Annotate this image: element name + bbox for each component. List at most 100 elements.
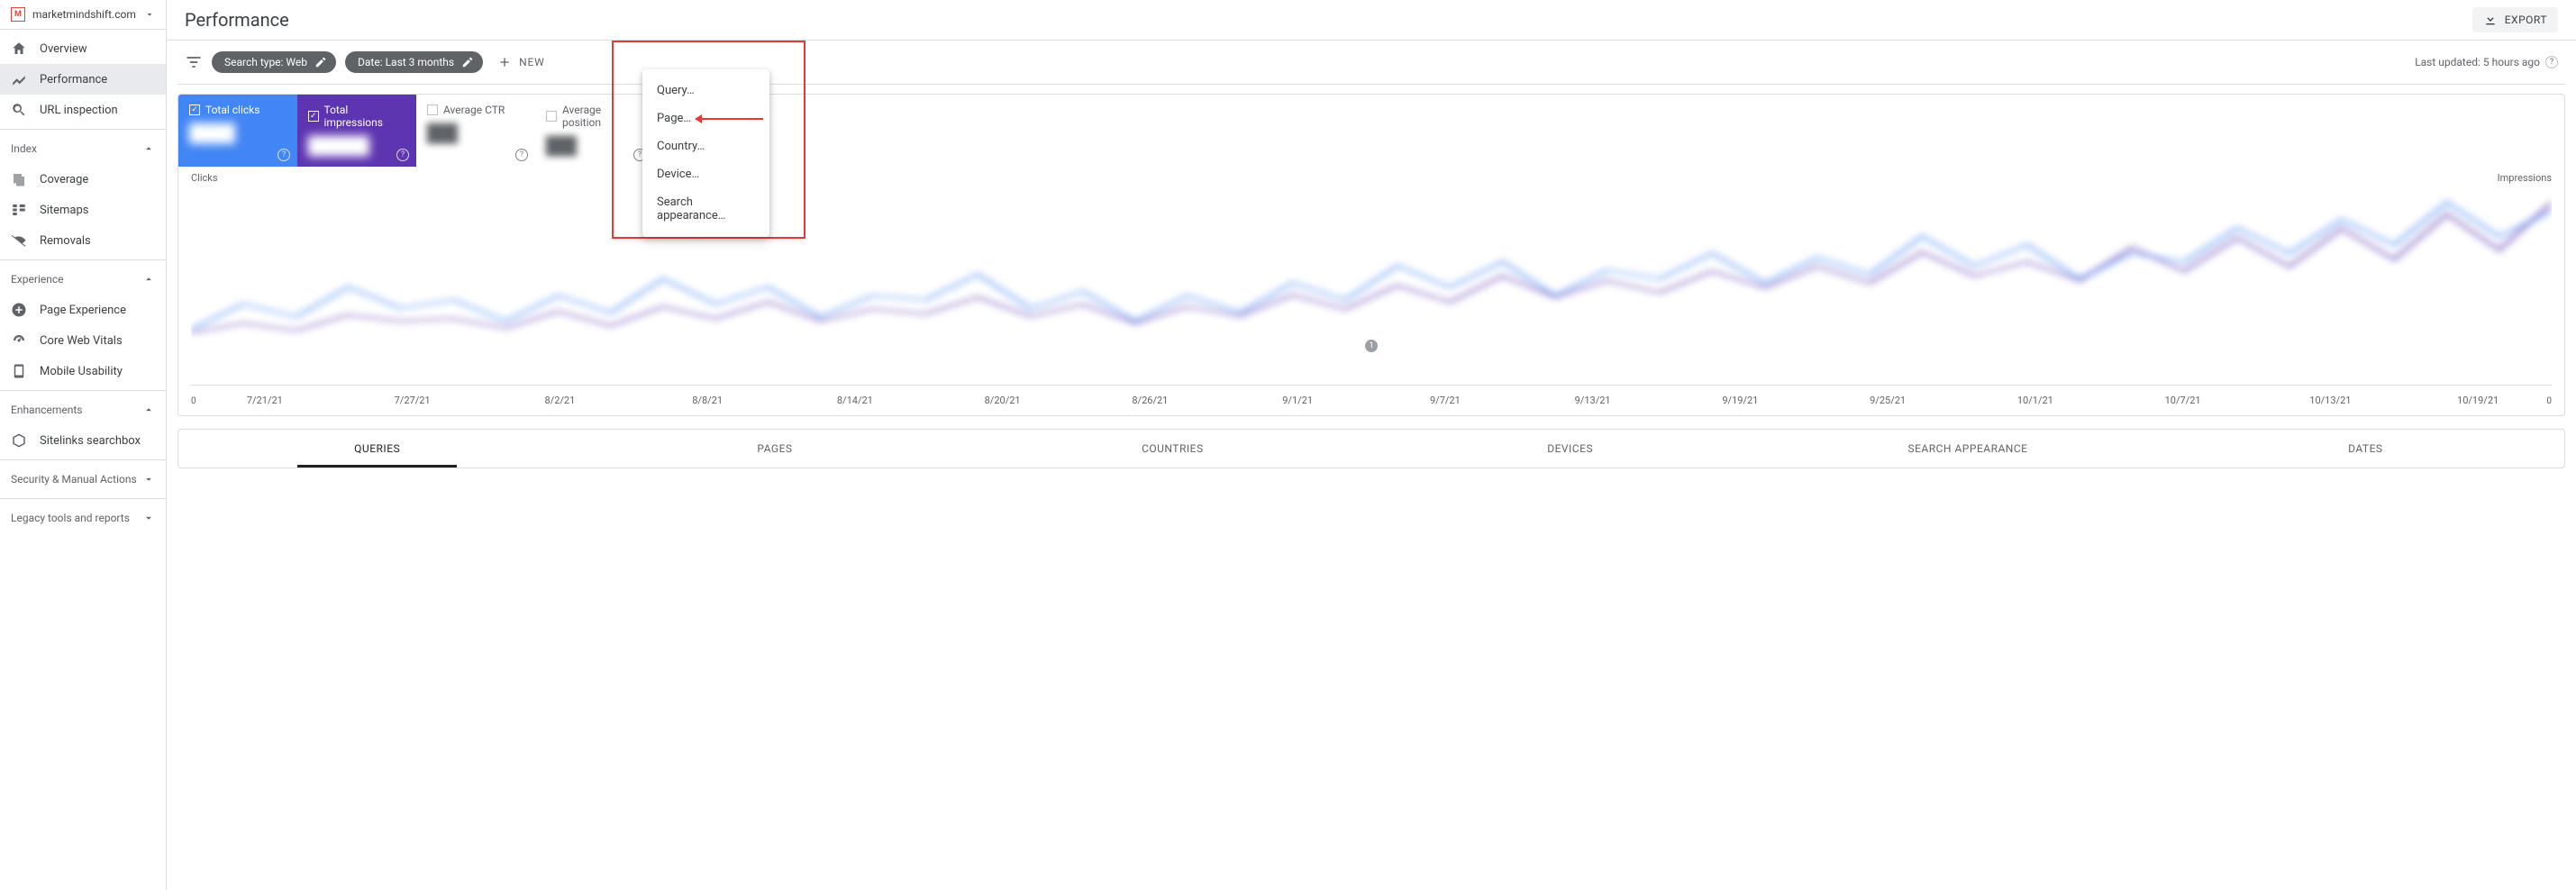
- pencil-icon: [461, 56, 474, 68]
- sidebar-item-label: Overview: [40, 42, 87, 56]
- x-axis: 7/21/217/27/218/2/218/8/218/14/218/20/21…: [191, 395, 2552, 406]
- tab-devices[interactable]: DEVICES: [1371, 430, 1769, 468]
- sidebar-item-core-web-vitals[interactable]: Core Web Vitals: [0, 325, 166, 356]
- gauge-icon: [11, 332, 27, 349]
- mobile-icon: [11, 363, 27, 379]
- sidebar: M marketmindshift.com Overview Performan…: [0, 0, 167, 890]
- sidebar-item-overview[interactable]: Overview: [0, 33, 166, 64]
- pencil-icon: [314, 56, 327, 68]
- sidebar-item-removals[interactable]: Removals: [0, 225, 166, 256]
- metric-card-position[interactable]: Average position ▇▇ ?: [535, 95, 654, 167]
- sidebar-item-label: Mobile Usability: [40, 365, 123, 378]
- x-tick-label: 8/20/21: [929, 395, 1077, 406]
- sidebar-item-label: Performance: [40, 73, 107, 86]
- chart-line-icon: [11, 71, 27, 87]
- new-filter-button[interactable]: NEW: [492, 51, 550, 73]
- sidebar-item-sitemaps[interactable]: Sitemaps: [0, 195, 166, 225]
- sidebar-item-performance[interactable]: Performance: [0, 64, 166, 95]
- tab-countries[interactable]: COUNTRIES: [974, 430, 1371, 468]
- dropdown-item-device[interactable]: Device…: [642, 160, 769, 188]
- dropdown-item-country[interactable]: Country…: [642, 132, 769, 160]
- chart-area: Clicks Impressions 1 0 0 7/21/217/27/218…: [178, 167, 2564, 415]
- page-title: Performance: [185, 9, 289, 31]
- sidebar-item-mobile-usability[interactable]: Mobile Usability: [0, 356, 166, 386]
- section-header-experience[interactable]: Experience: [0, 264, 166, 295]
- chart-annotation-badge[interactable]: 1: [1365, 340, 1378, 352]
- tab-pages[interactable]: PAGES: [576, 430, 973, 468]
- section-header-legacy[interactable]: Legacy tools and reports: [0, 503, 166, 533]
- section-header-security[interactable]: Security & Manual Actions: [0, 464, 166, 495]
- sidebar-item-coverage[interactable]: Coverage: [0, 164, 166, 195]
- pages-icon: [11, 171, 27, 187]
- property-logo-icon: M: [11, 7, 25, 22]
- sidebar-item-label: Core Web Vitals: [40, 334, 123, 348]
- property-name: marketmindshift.com: [32, 8, 137, 21]
- help-icon[interactable]: ?: [278, 149, 290, 161]
- new-filter-dropdown: Query… Page… Country… Device… Search app…: [642, 69, 769, 237]
- help-icon[interactable]: ?: [2545, 56, 2558, 68]
- chip-search-type[interactable]: Search type: Web: [212, 51, 336, 73]
- x-tick-label: 8/26/21: [1077, 395, 1224, 406]
- property-selector[interactable]: M marketmindshift.com: [0, 0, 166, 30]
- section-header-enhancements[interactable]: Enhancements: [0, 395, 166, 425]
- checkbox-icon: [546, 111, 557, 122]
- chip-date[interactable]: Date: Last 3 months: [345, 51, 483, 73]
- metric-card-clicks[interactable]: Total clicks ▇▇▇ ?: [178, 95, 297, 167]
- section-header-index[interactable]: Index: [0, 133, 166, 164]
- sidebar-item-page-experience[interactable]: Page Experience: [0, 295, 166, 325]
- chevron-up-icon: [142, 273, 155, 286]
- x-tick-label: 10/13/21: [2257, 395, 2405, 406]
- export-label: EXPORT: [2505, 14, 2547, 26]
- chevron-down-icon: [144, 9, 155, 20]
- last-updated: Last updated: 5 hours ago ?: [2415, 56, 2558, 68]
- hide-icon: [11, 232, 27, 249]
- home-icon: [11, 41, 27, 57]
- annotation-arrow: [702, 118, 763, 120]
- checkbox-icon: [427, 104, 438, 115]
- line-chart: 1: [191, 187, 2552, 386]
- chip-label: Search type: Web: [224, 56, 307, 68]
- x-tick-label: 8/14/21: [781, 395, 929, 406]
- tab-search-appearance[interactable]: SEARCH APPEARANCE: [1769, 430, 2166, 468]
- help-icon[interactable]: ?: [515, 149, 528, 161]
- x-tick-label: 8/2/21: [487, 395, 634, 406]
- sidebar-item-label: Coverage: [40, 173, 88, 186]
- help-icon[interactable]: ?: [396, 149, 409, 161]
- sidebar-item-label: Sitelinks searchbox: [40, 434, 141, 448]
- chevron-up-icon: [142, 142, 155, 155]
- tab-queries[interactable]: QUERIES: [178, 430, 576, 468]
- chevron-up-icon: [142, 404, 155, 416]
- sitemap-icon: [11, 202, 27, 218]
- x-tick-label: 8/8/21: [633, 395, 781, 406]
- cube-icon: [11, 432, 27, 449]
- main: Performance EXPORT Search type: Web Date…: [167, 0, 2576, 890]
- x-tick-label: 7/21/21: [191, 395, 339, 406]
- chip-label: Date: Last 3 months: [358, 56, 454, 68]
- x-tick-label: 10/19/21: [2404, 395, 2552, 406]
- checkbox-icon: [308, 111, 319, 122]
- performance-chart-panel: Total clicks ▇▇▇ ? Total impressions ▇▇▇…: [177, 94, 2565, 416]
- download-icon: [2483, 13, 2498, 27]
- sidebar-item-label: Removals: [40, 234, 91, 248]
- new-label: NEW: [519, 56, 544, 68]
- y-axis-right-label: Impressions: [2498, 172, 2552, 184]
- filter-bar: Search type: Web Date: Last 3 months NEW…: [177, 41, 2565, 85]
- metric-card-impressions[interactable]: Total impressions ▇▇▇▇ ?: [297, 95, 416, 167]
- metric-value: ▇▇▇▇: [308, 134, 405, 157]
- sidebar-item-url-inspection[interactable]: URL inspection: [0, 95, 166, 125]
- sidebar-item-sitelinks-searchbox[interactable]: Sitelinks searchbox: [0, 425, 166, 456]
- x-tick-label: 9/1/21: [1224, 395, 1371, 406]
- filter-icon[interactable]: [185, 53, 203, 71]
- tab-dates[interactable]: DATES: [2167, 430, 2564, 468]
- x-tick-label: 9/25/21: [1814, 395, 1962, 406]
- chevron-down-icon: [142, 512, 155, 524]
- dropdown-item-query[interactable]: Query…: [642, 77, 769, 104]
- search-icon: [11, 102, 27, 118]
- metric-cards-row: Total clicks ▇▇▇ ? Total impressions ▇▇▇…: [178, 95, 2564, 167]
- metric-card-ctr[interactable]: Average CTR ▇▇ ?: [416, 95, 535, 167]
- x-tick-label: 9/7/21: [1371, 395, 1519, 406]
- metric-value: ▇▇: [546, 134, 642, 157]
- checkbox-icon: [189, 104, 200, 115]
- export-button[interactable]: EXPORT: [2472, 7, 2558, 32]
- dropdown-item-appearance[interactable]: Search appearance…: [642, 188, 769, 230]
